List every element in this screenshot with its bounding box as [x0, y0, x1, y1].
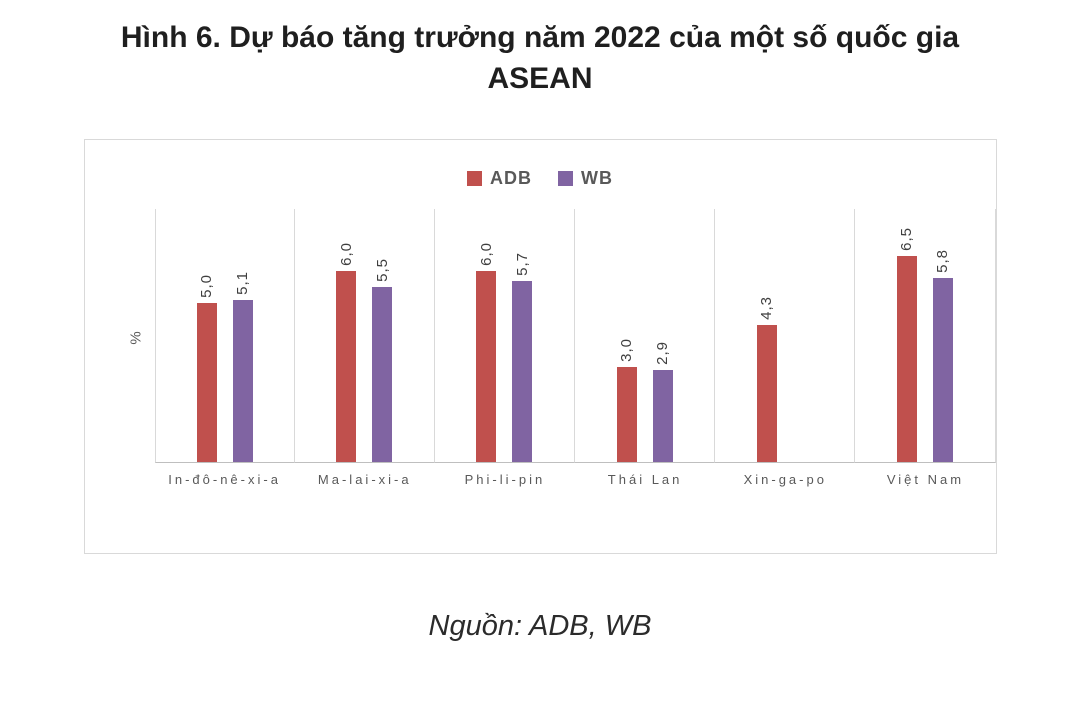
bar-slot-wb: 5,8	[932, 249, 953, 462]
bar-adb	[756, 325, 777, 462]
bar-wb	[372, 287, 393, 462]
category-group: 6,0 5,7 Phi-li-pin	[434, 209, 576, 513]
bars: 6,5 5,8	[855, 209, 996, 463]
bar-value-label: 6,0	[337, 242, 355, 266]
bar-wb	[932, 278, 953, 462]
bar-slot-adb: 3,0	[616, 338, 637, 462]
bar-plot: 5,0 5,1 In-đô-nê-xi-a 6,0 5,5 Ma-lai-xi-a 6,0 5…	[154, 209, 996, 513]
bar-value-label: 6,0	[477, 242, 495, 266]
bar-slot-wb: 5,1	[232, 271, 253, 462]
bars: 4,30,0	[715, 209, 856, 463]
bar-wb	[652, 370, 673, 462]
chart-legend: ADB WB	[85, 168, 996, 189]
bar-wb	[232, 300, 253, 462]
bar-adb	[476, 271, 497, 462]
bars: 5,0 5,1	[154, 209, 295, 463]
plot-area: % 5,0 5,1 In-đô-nê-xi-a 6,0 5,5 Ma-lai-xi-a 6,…	[85, 209, 996, 513]
bar-value-label: 5,8	[934, 249, 952, 273]
bar-wb	[512, 281, 533, 462]
bar-slot-adb: 6,0	[336, 242, 357, 462]
bar-slot-wb: 5,7	[512, 252, 533, 462]
bars: 3,0 2,9	[575, 209, 716, 463]
figure-page: Hình 6. Dự báo tăng trưởng năm 2022 của …	[0, 18, 1080, 725]
legend-swatch-adb	[467, 171, 482, 186]
category-label: Phi-li-pin	[464, 472, 546, 487]
category-label: Xin-ga-po	[743, 472, 827, 487]
bar-adb	[616, 367, 637, 462]
bars: 6,0 5,5	[294, 209, 435, 463]
category-group: 6,5 5,8 Việt Nam	[855, 209, 996, 513]
category-label: In-đô-nê-xi-a	[168, 472, 281, 487]
category-group: 4,30,0 Xin-ga-po	[715, 209, 856, 513]
legend-label: ADB	[490, 168, 532, 188]
bars: 6,0 5,7	[434, 209, 576, 463]
bar-value-label: 5,5	[373, 258, 391, 282]
legend-item-wb: WB	[558, 168, 613, 189]
bar-value-label: 6,5	[898, 227, 916, 251]
legend-item-adb: ADB	[467, 168, 532, 189]
bar-value-label: 4,3	[758, 296, 776, 320]
category-label: Thái Lan	[607, 472, 683, 487]
bar-adb	[336, 271, 357, 462]
bar-value-label: 5,1	[234, 271, 252, 295]
legend-label: WB	[581, 168, 613, 188]
source-caption: Nguồn: ADB, WB	[428, 610, 652, 642]
bar-value-label: 2,9	[654, 341, 672, 365]
bar-value-label: 5,7	[513, 252, 531, 276]
category-label: Ma-lai-xi-a	[317, 472, 412, 487]
bar-value-label: 5,0	[198, 274, 216, 298]
category-label: Việt Nam	[886, 472, 965, 487]
y-axis-label: %	[127, 330, 145, 345]
bar-value-label: 3,0	[618, 338, 636, 362]
category-group: 3,0 2,9 Thái Lan	[575, 209, 716, 513]
chart: ADB WB % 5,0 5,1 In-đô-nê-xi-a 6,0 5,5 Ma-lai-…	[83, 139, 997, 554]
category-group: 6,0 5,5 Ma-lai-xi-a	[294, 209, 435, 513]
bar-slot-adb: 4,3	[756, 296, 777, 462]
bar-adb	[896, 256, 917, 462]
category-group: 5,0 5,1 In-đô-nê-xi-a	[154, 209, 295, 513]
bar-adb	[196, 303, 217, 462]
bar-slot-adb: 6,0	[476, 242, 497, 462]
legend-swatch-wb	[558, 171, 573, 186]
bar-slot-adb: 5,0	[196, 274, 217, 462]
figure-title: Hình 6. Dự báo tăng trưởng năm 2022 của …	[120, 21, 960, 95]
bar-slot-wb: 5,5	[372, 258, 393, 462]
bar-slot-wb: 2,9	[652, 341, 673, 462]
bar-slot-adb: 6,5	[896, 227, 917, 462]
